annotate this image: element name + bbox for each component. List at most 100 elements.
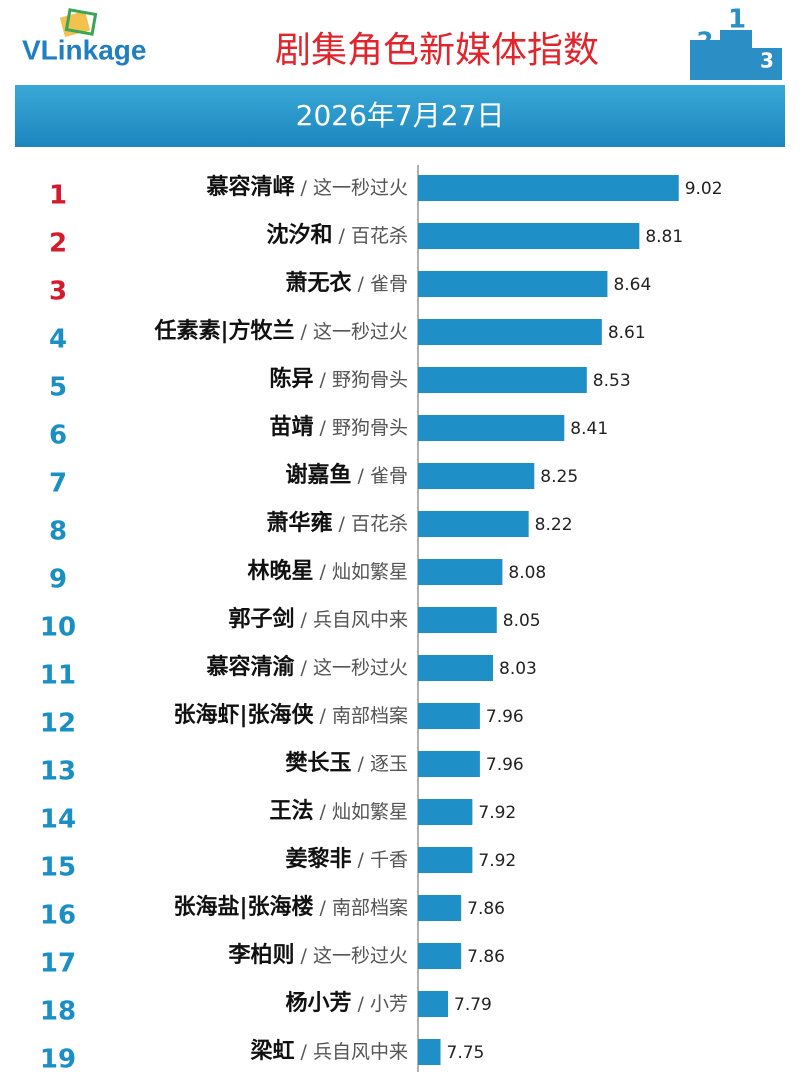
podium-icon: 2 1 3: [690, 5, 782, 80]
rank: 18: [40, 997, 76, 1027]
category-label: 李柏则: [228, 942, 295, 968]
bar: [418, 895, 462, 921]
category-label: 萧华雍: [267, 510, 333, 536]
value-label: 7.79: [454, 995, 492, 1015]
rank: 15: [40, 853, 76, 883]
category-label: 王法: [270, 799, 314, 824]
row-label: 姜黎非 / 千香: [286, 846, 408, 872]
category-label: 樊长玉: [286, 751, 352, 776]
rank: 6: [49, 421, 67, 451]
show-label: / 南部档案: [320, 897, 408, 919]
value-label: 8.03: [499, 659, 537, 679]
category-label: 梁虹: [250, 1039, 295, 1064]
category-label: 慕容清渝: [206, 654, 296, 680]
podium-label: 2: [697, 27, 714, 55]
show-label: / 这一秒过火: [301, 321, 408, 343]
show-label: / 千香: [358, 849, 408, 871]
category-label: 沈汐和: [267, 222, 333, 248]
value-label: 7.86: [467, 947, 505, 967]
row-label: 王法 / 灿如繁星: [270, 799, 408, 824]
show-label: / 灿如繁星: [320, 561, 408, 583]
category-label: 林晚星: [248, 559, 314, 584]
row-label: 任素素|方牧兰 / 这一秒过火: [154, 318, 409, 344]
rank: 7: [49, 469, 67, 499]
show-label: / 这一秒过火: [301, 945, 408, 967]
show-label: / 百花杀: [339, 513, 408, 535]
value-label: 8.61: [608, 323, 646, 343]
bar: [418, 367, 587, 393]
row-label: 张海盐|张海楼 / 南部档案: [174, 894, 409, 920]
row-label: 慕容清峄 / 这一秒过火: [206, 174, 408, 200]
row-label: 郭子剑 / 兵自风中来: [229, 606, 408, 632]
value-label: 8.22: [535, 515, 573, 535]
bar: [418, 703, 480, 729]
show-label: / 逐玉: [358, 753, 408, 775]
rank: 1: [49, 181, 67, 211]
rank: 2: [49, 229, 67, 259]
rank: 5: [49, 373, 67, 403]
bar: [418, 319, 602, 345]
show-label: / 这一秒过火: [301, 657, 408, 679]
row-label: 梁虹 / 兵自风中来: [250, 1039, 408, 1064]
row-label: 李柏则 / 这一秒过火: [228, 942, 408, 968]
rank: 4: [49, 325, 67, 355]
value-label: 7.75: [447, 1043, 485, 1063]
bar: [418, 655, 494, 681]
value-label: 7.92: [478, 851, 516, 871]
row-label: 樊长玉 / 逐玉: [286, 751, 408, 776]
bar: [418, 175, 679, 201]
value-label: 8.64: [613, 275, 651, 295]
row-label: 林晚星 / 灿如繁星: [248, 559, 408, 584]
category-label: 苗靖: [270, 414, 314, 440]
chart-title: 剧集角色新媒体指数: [275, 30, 599, 71]
rank: 17: [40, 949, 76, 979]
row-label: 张海虾|张海侠 / 南部档案: [174, 702, 409, 728]
bar: [418, 559, 503, 585]
logo: VLinkage: [22, 8, 146, 65]
bar: [418, 847, 473, 873]
show-label: / 这一秒过火: [301, 177, 408, 199]
category-label: 张海盐|张海楼: [174, 894, 314, 920]
bar: [418, 799, 473, 825]
rank: 10: [40, 613, 76, 643]
bar: [418, 751, 480, 777]
value-label: 8.25: [540, 467, 578, 487]
rank: 9: [49, 565, 67, 595]
category-label: 杨小芳: [286, 991, 352, 1016]
logo-text: VLinkage: [22, 34, 146, 65]
bar: [418, 511, 529, 537]
category-label: 陈异: [270, 366, 314, 392]
category-label: 慕容清峄: [206, 174, 296, 200]
category-label: 萧无衣: [286, 270, 352, 296]
row-label: 杨小芳 / 小芳: [286, 991, 408, 1016]
row-label: 萧华雍 / 百花杀: [267, 510, 408, 536]
value-label: 8.81: [645, 227, 683, 247]
row-label: 萧无衣 / 雀骨: [286, 270, 408, 296]
date: 2026年7月27日: [296, 99, 505, 132]
bar: [418, 271, 608, 297]
category-label: 郭子剑: [229, 606, 295, 632]
show-label: / 野狗骨头: [320, 369, 408, 391]
value-label: 8.53: [593, 371, 631, 391]
category-label: 姜黎非: [286, 846, 352, 872]
show-label: / 兵自风中来: [301, 1041, 408, 1063]
bar: [418, 415, 565, 441]
bar: [418, 991, 449, 1017]
value-label: 8.41: [570, 419, 608, 439]
value-label: 9.02: [685, 179, 723, 199]
show-label: / 雀骨: [358, 465, 408, 487]
category-label: 谢嘉鱼: [286, 462, 352, 488]
value-label: 7.86: [467, 899, 505, 919]
row-label: 谢嘉鱼 / 雀骨: [286, 462, 408, 488]
value-label: 7.96: [486, 755, 524, 775]
bar: [418, 607, 497, 633]
row-label: 陈异 / 野狗骨头: [270, 366, 408, 392]
bar: [418, 1039, 441, 1065]
rank: 14: [40, 805, 76, 835]
row-label: 慕容清渝 / 这一秒过火: [206, 654, 408, 680]
category-label: 任素素|方牧兰: [154, 318, 295, 344]
show-label: / 兵自风中来: [301, 609, 408, 631]
row-label: 苗靖 / 野狗骨头: [270, 414, 408, 440]
show-label: / 灿如繁星: [320, 801, 408, 823]
